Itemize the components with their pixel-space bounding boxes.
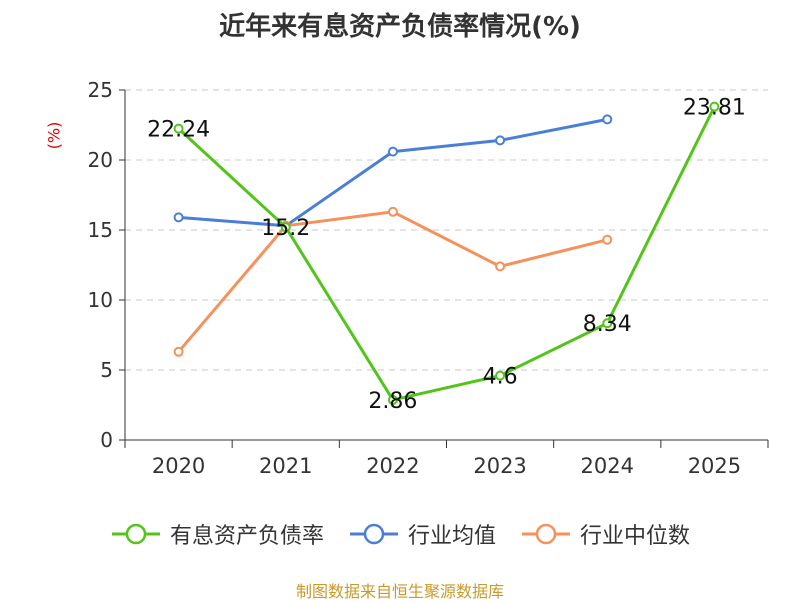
legend-item[interactable]: 行业均值 [348, 518, 496, 550]
data-label: 2.86 [368, 389, 417, 414]
data-point [495, 261, 506, 272]
legend-label: 行业均值 [407, 524, 496, 549]
series-line-2 [177, 210, 608, 353]
x-tick-label: 2021 [259, 454, 312, 478]
data-point [495, 135, 506, 146]
data-label: 8.34 [583, 312, 632, 337]
data-label: 4.6 [483, 365, 518, 390]
legend-item[interactable]: 有息资产负债率 [110, 518, 324, 550]
y-tick-label: 10 [88, 288, 113, 312]
data-point [173, 123, 184, 134]
legend-label: 有息资产负债率 [169, 524, 324, 549]
x-tick-label: 2020 [152, 454, 205, 478]
y-tick-label: 0 [100, 428, 113, 452]
data-point [280, 222, 291, 233]
legend-marker-icon [111, 523, 160, 545]
y-tick-label: 25 [88, 78, 113, 102]
legend: 有息资产负债率 行业均值 行业中位数 [0, 518, 800, 550]
y-tick-label: 15 [88, 218, 113, 242]
data-point [387, 206, 398, 217]
series-line-0 [177, 105, 716, 402]
legend-marker-icon [349, 523, 398, 545]
chart-title: 近年来有息资产负债率情况(%) [219, 12, 581, 42]
data-point [602, 318, 613, 329]
data-point [602, 234, 613, 245]
data-point [173, 346, 184, 357]
x-tick-label: 2022 [366, 454, 419, 478]
data-point [387, 146, 398, 157]
legend-marker-icon [522, 523, 570, 545]
x-tick-label: 2025 [688, 454, 741, 478]
data-label: 22.24 [147, 118, 210, 143]
data-point [602, 114, 613, 125]
data-point [495, 370, 506, 381]
x-tick-label: 2024 [581, 454, 634, 478]
data-label: 15.2 [261, 216, 310, 241]
y-tick-label: 20 [88, 148, 113, 172]
legend-item[interactable]: 行业中位数 [520, 518, 690, 550]
data-point [387, 394, 398, 405]
legend-label: 行业中位数 [580, 524, 691, 549]
data-point [709, 101, 720, 112]
y-tick-label: 5 [100, 358, 113, 382]
data-point [173, 212, 184, 223]
source-note: 制图数据来自恒生聚源数据库 [295, 582, 504, 601]
data-label: 23.81 [683, 96, 746, 121]
x-tick-label: 2023 [473, 454, 526, 478]
